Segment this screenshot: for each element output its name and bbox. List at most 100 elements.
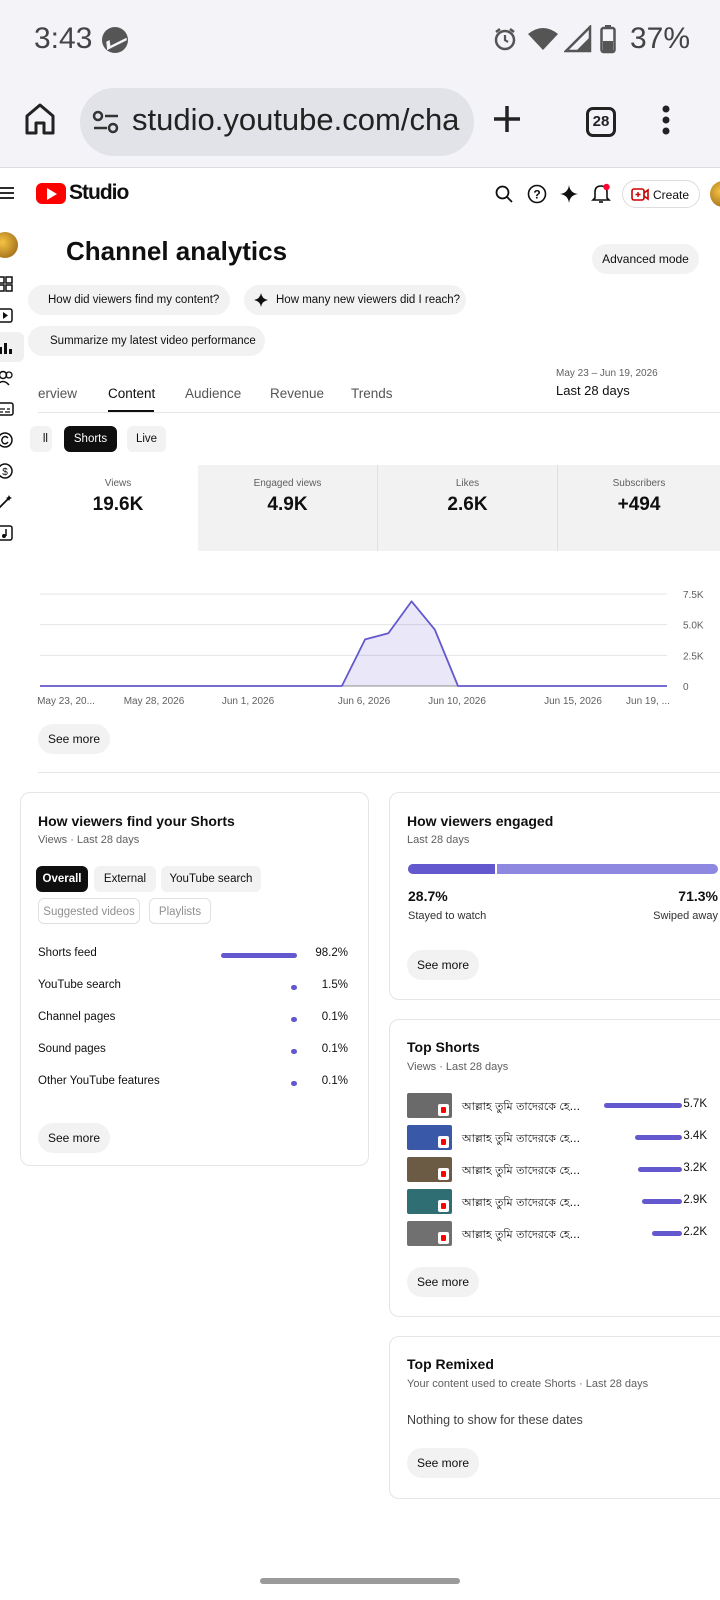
community-icon[interactable] [0, 370, 14, 386]
site-settings-icon[interactable] [92, 110, 120, 134]
top-short-row[interactable]: আল্লাহ তুমি তাদেরকে হে... 3.4K [407, 1125, 719, 1151]
source-chip-youtube-search[interactable]: YouTube search [161, 866, 261, 892]
youtube-logo-icon[interactable] [36, 183, 66, 204]
copyright-icon[interactable] [0, 432, 14, 448]
create-label: Create [653, 188, 690, 202]
channel-avatar[interactable] [0, 232, 18, 258]
source-chip-overall[interactable]: Overall [36, 866, 88, 892]
divider [38, 412, 720, 413]
see-more-button[interactable]: See more [38, 724, 110, 754]
metric-views[interactable]: Views 19.6K [38, 465, 198, 551]
short-views: 2.2K [683, 1226, 707, 1238]
prompt-chip-summarize[interactable]: Summarize my latest video performance [28, 326, 265, 356]
analytics-icon[interactable] [0, 339, 14, 355]
audio-library-icon[interactable] [0, 525, 14, 541]
notifications-icon[interactable] [591, 183, 611, 205]
metric-value: 19.6K [92, 494, 144, 515]
source-chip-playlists[interactable]: Playlists [149, 898, 211, 924]
top-short-row[interactable]: আল্লাহ তুমি তাদেরকে হে... 5.7K [407, 1093, 719, 1119]
dashboard-icon[interactable] [0, 276, 14, 292]
help-icon[interactable]: ? [527, 184, 547, 204]
filter-shorts[interactable]: Shorts [64, 426, 117, 452]
earn-icon[interactable]: $ [0, 463, 14, 479]
battery-percent: 37% [630, 22, 691, 55]
views-chart[interactable]: 7.5K 5.0K 2.5K 0 May 23, 20... May 28, 2026 Ju… [0, 576, 720, 716]
home-indicator[interactable] [260, 1578, 460, 1584]
tab-content[interactable]: Content [108, 386, 156, 401]
wifi-icon [528, 28, 558, 50]
source-row[interactable]: YouTube search 1.5% [38, 977, 348, 997]
tab-overview[interactable]: erview [38, 386, 78, 401]
filter-live[interactable]: Live [127, 426, 166, 452]
shorts-badge-icon [438, 1104, 449, 1116]
prompt-label: How did viewers find my content? [48, 294, 220, 306]
prompt-chip-find-content[interactable]: How did viewers find my content? [28, 285, 230, 315]
short-title: আল্লাহ তুমি তাদেরকে হে... [462, 1132, 581, 1145]
short-thumbnail [407, 1189, 452, 1214]
new-tab-icon[interactable] [492, 104, 522, 134]
metric-subscribers[interactable]: Subscribers +494 [558, 465, 720, 551]
card-title: How viewers find your Shorts [38, 813, 235, 829]
see-more-button[interactable]: See more [38, 1123, 110, 1153]
advanced-mode-button[interactable]: Advanced mode [592, 244, 699, 274]
card-title: Top Shorts [407, 1039, 480, 1055]
prompt-chip-new-viewers[interactable]: How many new viewers did I reach? [244, 285, 466, 315]
short-views-bar [638, 1167, 682, 1172]
stayed-percent: 28.7% [408, 888, 448, 904]
menu-icon[interactable] [0, 186, 14, 200]
source-row[interactable]: Sound pages 0.1% [38, 1041, 348, 1061]
shorts-badge-icon [438, 1168, 449, 1180]
source-bar [291, 1049, 297, 1054]
source-percent: 1.5% [321, 979, 348, 991]
tab-revenue[interactable]: Revenue [270, 386, 325, 401]
url-bar[interactable]: studio.youtube.com/cha [80, 88, 474, 156]
source-percent: 0.1% [321, 1011, 348, 1023]
customization-icon[interactable] [0, 494, 14, 510]
more-vert-icon[interactable] [660, 104, 672, 136]
page-title: Channel analytics [66, 236, 288, 266]
tab-audience[interactable]: Audience [185, 386, 242, 401]
studio-logo-text[interactable]: Studio [69, 181, 129, 204]
account-avatar[interactable] [710, 181, 720, 207]
see-more-button[interactable]: See more [407, 1448, 479, 1478]
date-period-label[interactable]: Last 28 days [556, 383, 630, 398]
metric-likes[interactable]: Likes 2.6K [378, 465, 558, 551]
see-more-button[interactable]: See more [407, 950, 479, 980]
sparkle-icon [254, 293, 268, 307]
filter-all[interactable]: ll [30, 426, 52, 452]
search-icon[interactable] [495, 185, 513, 203]
swiped-percent: 71.3% [678, 888, 718, 904]
source-row[interactable]: Other YouTube features 0.1% [38, 1073, 348, 1093]
traffic-sources-card [20, 792, 369, 1166]
see-more-button[interactable]: See more [407, 1267, 479, 1297]
metric-label: Views [104, 478, 132, 489]
source-chip-external[interactable]: External [94, 866, 156, 892]
source-chip-suggested-videos[interactable]: Suggested videos [38, 898, 140, 924]
prompt-label: Summarize my latest video performance [50, 335, 256, 347]
source-bar [291, 985, 297, 990]
shorts-badge-icon [438, 1200, 449, 1212]
metric-value: +494 [617, 494, 661, 515]
svg-text:?: ? [533, 188, 540, 202]
messenger-icon [102, 27, 128, 53]
source-row[interactable]: Shorts feed 98.2% [38, 945, 348, 965]
top-short-row[interactable]: আল্লাহ তুমি তাদেরকে হে... 2.9K [407, 1189, 719, 1215]
subtitles-icon[interactable] [0, 401, 14, 417]
top-short-row[interactable]: আল্লাহ তুমি তাদেরকে হে... 2.2K [407, 1221, 719, 1247]
date-range[interactable]: May 23 – Jun 19, 2026 [556, 368, 658, 379]
metric-engaged-views[interactable]: Engaged views 4.9K [198, 465, 378, 551]
create-button[interactable]: Create [622, 180, 700, 208]
short-title: আল্লাহ তুমি তাদেরকে হে... [462, 1196, 581, 1209]
sparkle-icon[interactable] [559, 184, 579, 204]
tab-trends[interactable]: Trends [351, 386, 393, 401]
tab-switcher-button[interactable]: 28 [586, 107, 616, 137]
metric-label: Subscribers [612, 478, 666, 489]
card-title: How viewers engaged [407, 813, 554, 829]
home-icon[interactable] [24, 102, 56, 136]
source-row[interactable]: Channel pages 0.1% [38, 1009, 348, 1029]
shorts-badge-icon [438, 1136, 449, 1148]
content-icon[interactable] [0, 308, 14, 324]
top-short-row[interactable]: আল্লাহ তুমি তাদেরকে হে... 3.2K [407, 1157, 719, 1183]
swiped-label: Swiped away [653, 910, 718, 922]
create-video-icon [631, 188, 649, 201]
